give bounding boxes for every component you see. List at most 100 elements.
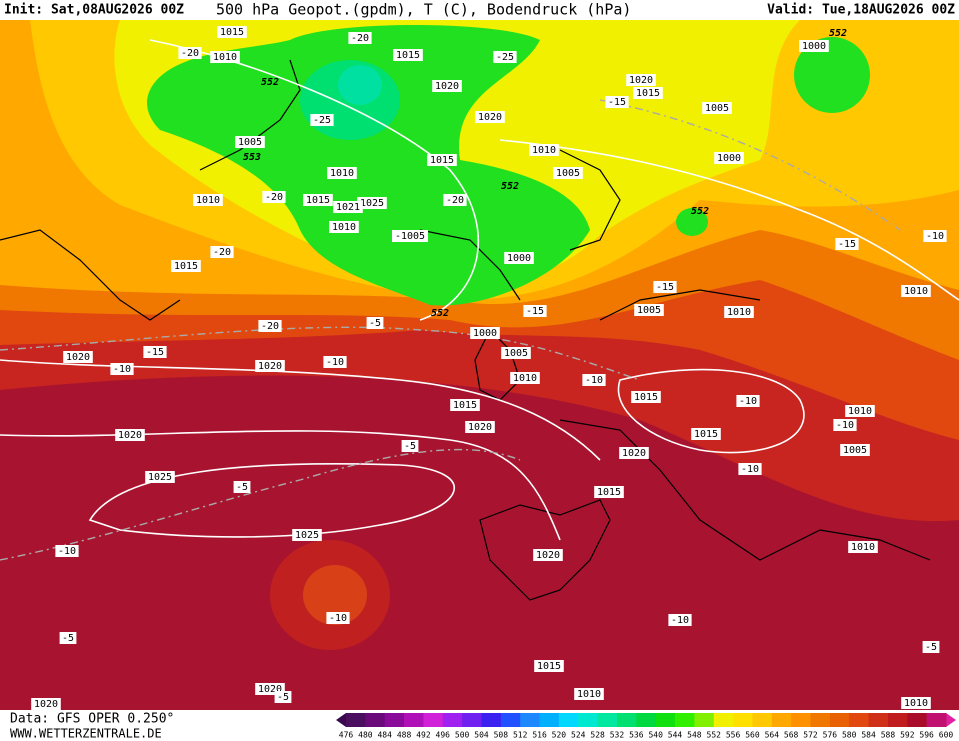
colorbar-label: 548 bbox=[687, 731, 702, 740]
colorbar-swatch bbox=[694, 713, 715, 727]
contour-label: 1000 bbox=[717, 153, 741, 164]
contour-label: -15 bbox=[146, 347, 164, 358]
temperature-lines bbox=[0, 99, 901, 561]
contour-label: -20 bbox=[446, 195, 464, 206]
contour-label: 1005 bbox=[556, 168, 580, 179]
contour-label: -5 bbox=[236, 482, 248, 493]
contour-label: 1010 bbox=[513, 373, 537, 384]
contour-label: -10 bbox=[113, 364, 131, 375]
valid-time: Valid: Tue,18AUG2026 00Z bbox=[767, 3, 955, 18]
contour-label: -25 bbox=[313, 115, 331, 126]
contour-label: -15 bbox=[608, 97, 626, 108]
label-box bbox=[443, 194, 467, 206]
contour-label: -1005 bbox=[395, 231, 425, 242]
contour-label: -10 bbox=[58, 546, 76, 557]
contour-label: 1000 bbox=[507, 253, 531, 264]
colorbar-label: 508 bbox=[494, 731, 509, 740]
label-box bbox=[594, 486, 624, 498]
colorbar-high-arrow bbox=[946, 713, 956, 727]
colorbar-swatch bbox=[539, 713, 560, 727]
label-box bbox=[633, 87, 663, 99]
contour-label: -10 bbox=[585, 375, 603, 386]
contour-label: 1020 bbox=[536, 550, 560, 561]
label-box bbox=[835, 238, 859, 250]
colorbar-swatch bbox=[597, 713, 618, 727]
colorbar-label: 560 bbox=[745, 731, 760, 740]
label-box bbox=[255, 360, 285, 372]
contour-label: 1000 bbox=[802, 41, 826, 52]
website: WWW.WETTERZENTRALE.DE bbox=[10, 727, 162, 741]
label-box bbox=[631, 391, 661, 403]
contour-label: -20 bbox=[213, 247, 231, 258]
label-box bbox=[605, 96, 629, 108]
label-box bbox=[529, 144, 559, 156]
contour-label: 1010 bbox=[904, 286, 928, 297]
contour-label: 1010 bbox=[851, 542, 875, 553]
label-box bbox=[845, 405, 875, 417]
contour-label: 1010 bbox=[577, 689, 601, 700]
contour-label: 1025 bbox=[148, 472, 172, 483]
contour-label: -20 bbox=[181, 48, 199, 59]
colorbar-swatch bbox=[442, 713, 463, 727]
contour-label: -15 bbox=[838, 239, 856, 250]
contour-label: 1015 bbox=[174, 261, 198, 272]
contour-label: 1015 bbox=[636, 88, 660, 99]
label-box bbox=[582, 374, 606, 386]
label-box bbox=[465, 421, 495, 433]
colorbar-label: 516 bbox=[532, 731, 547, 740]
label-box bbox=[393, 49, 423, 61]
label-box bbox=[626, 74, 656, 86]
colorbar-label: 536 bbox=[629, 731, 644, 740]
label-box bbox=[738, 463, 762, 475]
colorbar-label: 512 bbox=[513, 731, 528, 740]
colorbar-swatch bbox=[558, 713, 579, 727]
contour-label: 1010 bbox=[727, 307, 751, 318]
label-box bbox=[724, 306, 754, 318]
label-box bbox=[217, 26, 247, 38]
label-box bbox=[833, 419, 857, 431]
colorbar-swatch bbox=[578, 713, 599, 727]
colorbar-label: 496 bbox=[436, 731, 451, 740]
label-box bbox=[233, 481, 251, 493]
label-box bbox=[31, 698, 61, 710]
contour-label: 1015 bbox=[597, 487, 621, 498]
contour-label: -5 bbox=[62, 633, 74, 644]
contour-label: 1010 bbox=[332, 222, 356, 233]
contour-label: -10 bbox=[926, 231, 944, 242]
contour-label: 1005 bbox=[238, 137, 262, 148]
header-bar bbox=[0, 0, 959, 20]
label-box bbox=[333, 201, 363, 213]
contour-label: 1025 bbox=[295, 530, 319, 541]
init-time: Init: Sat,08AUG2026 00Z bbox=[4, 3, 184, 18]
map-background bbox=[0, 20, 959, 710]
colorbar-swatch bbox=[752, 713, 773, 727]
label-box bbox=[702, 102, 732, 114]
label-box bbox=[574, 688, 604, 700]
label-box bbox=[210, 246, 234, 258]
colorbar-swatch bbox=[346, 713, 366, 727]
colorbar-swatch bbox=[926, 713, 947, 727]
label-box bbox=[348, 32, 372, 44]
label-box bbox=[450, 399, 480, 411]
label-box bbox=[470, 327, 500, 339]
label-box bbox=[262, 191, 286, 203]
label-box bbox=[901, 285, 931, 297]
contour-label: 1015 bbox=[694, 429, 718, 440]
map-title: 500 hPa Geopot.(gpdm), T (C), Bodendruck… bbox=[216, 1, 631, 19]
colorbar-swatch bbox=[887, 713, 908, 727]
contour-label: 1005 bbox=[843, 445, 867, 456]
colorbar-label: 532 bbox=[610, 731, 625, 740]
colorbar-label: 540 bbox=[648, 731, 663, 740]
label-box bbox=[59, 632, 77, 644]
label-box bbox=[274, 691, 292, 703]
label-box bbox=[145, 471, 175, 483]
label-box bbox=[736, 395, 760, 407]
label-box bbox=[501, 347, 531, 359]
label-box bbox=[533, 549, 563, 561]
colorbar-swatch bbox=[404, 713, 424, 727]
contour-label: 1005 bbox=[504, 348, 528, 359]
label-box bbox=[193, 194, 223, 206]
label-box bbox=[619, 447, 649, 459]
colorbar-swatch bbox=[675, 713, 695, 727]
